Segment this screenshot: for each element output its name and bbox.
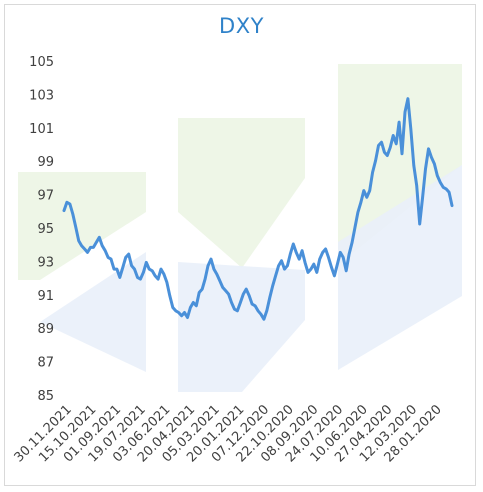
y-tick-label: 97: [37, 189, 54, 204]
y-tick-label: 105: [29, 55, 54, 70]
y-axis: 85 87 89 91 93 95 97 99 101 103 105: [29, 55, 54, 404]
y-tick-label: 93: [37, 255, 54, 270]
dxy-series-line: [62, 97, 454, 321]
y-tick-label: 103: [29, 88, 54, 103]
chart-title: DXY: [219, 14, 264, 38]
y-tick-label: 91: [37, 289, 54, 304]
watermark-blue-middle: [178, 262, 305, 392]
y-tick-label: 101: [29, 122, 54, 137]
y-tick-label: 99: [37, 155, 54, 170]
y-tick-label: 89: [37, 322, 54, 337]
watermark-green-middle: [178, 118, 305, 268]
watermark-blue-right: [338, 165, 462, 370]
watermark-green-top-left: [18, 172, 146, 280]
y-tick-label: 87: [37, 356, 54, 371]
y-tick-label: 85: [37, 389, 54, 404]
watermark-blue-left: [40, 252, 146, 372]
y-tick-label: 95: [37, 222, 54, 237]
watermark-green-top-right: [338, 64, 462, 265]
watermark-logo: [18, 64, 462, 392]
x-axis: 30.11.202115.10.202101.09.202119.07.2021…: [12, 402, 445, 465]
